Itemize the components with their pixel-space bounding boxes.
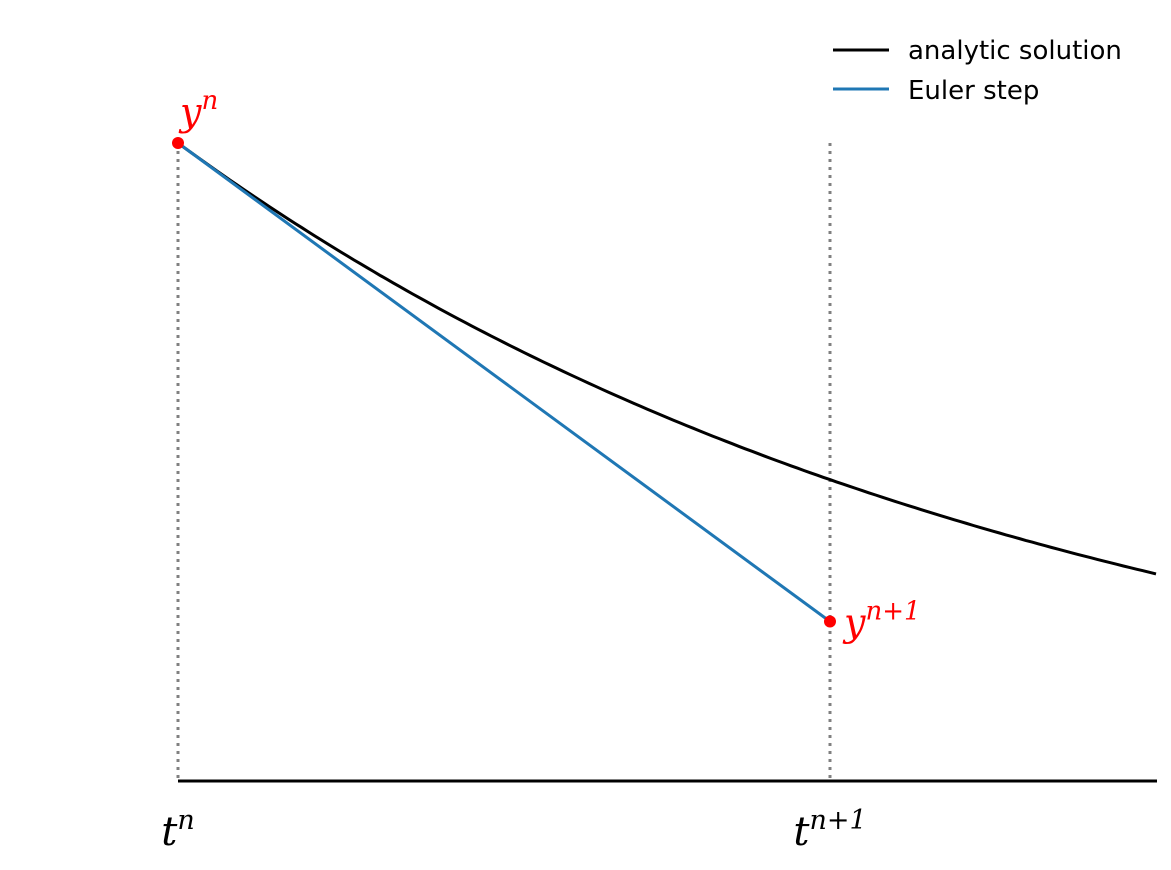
legend-label-euler: Euler step xyxy=(908,76,1039,106)
legend-label-analytic: analytic solution xyxy=(908,36,1122,66)
legend: analytic solution Euler step xyxy=(833,36,1122,106)
point-label-0: yn xyxy=(178,86,218,134)
analytic-solution-line xyxy=(177,141,1157,576)
point-marker-0 xyxy=(172,137,184,149)
point-label-1: yn+1 xyxy=(842,597,921,645)
euler-step-line xyxy=(177,141,831,623)
x-tick-label-1: tn+1 xyxy=(793,805,866,855)
point-marker-1 xyxy=(824,615,836,628)
x-tick-label-0: tn xyxy=(161,805,194,855)
